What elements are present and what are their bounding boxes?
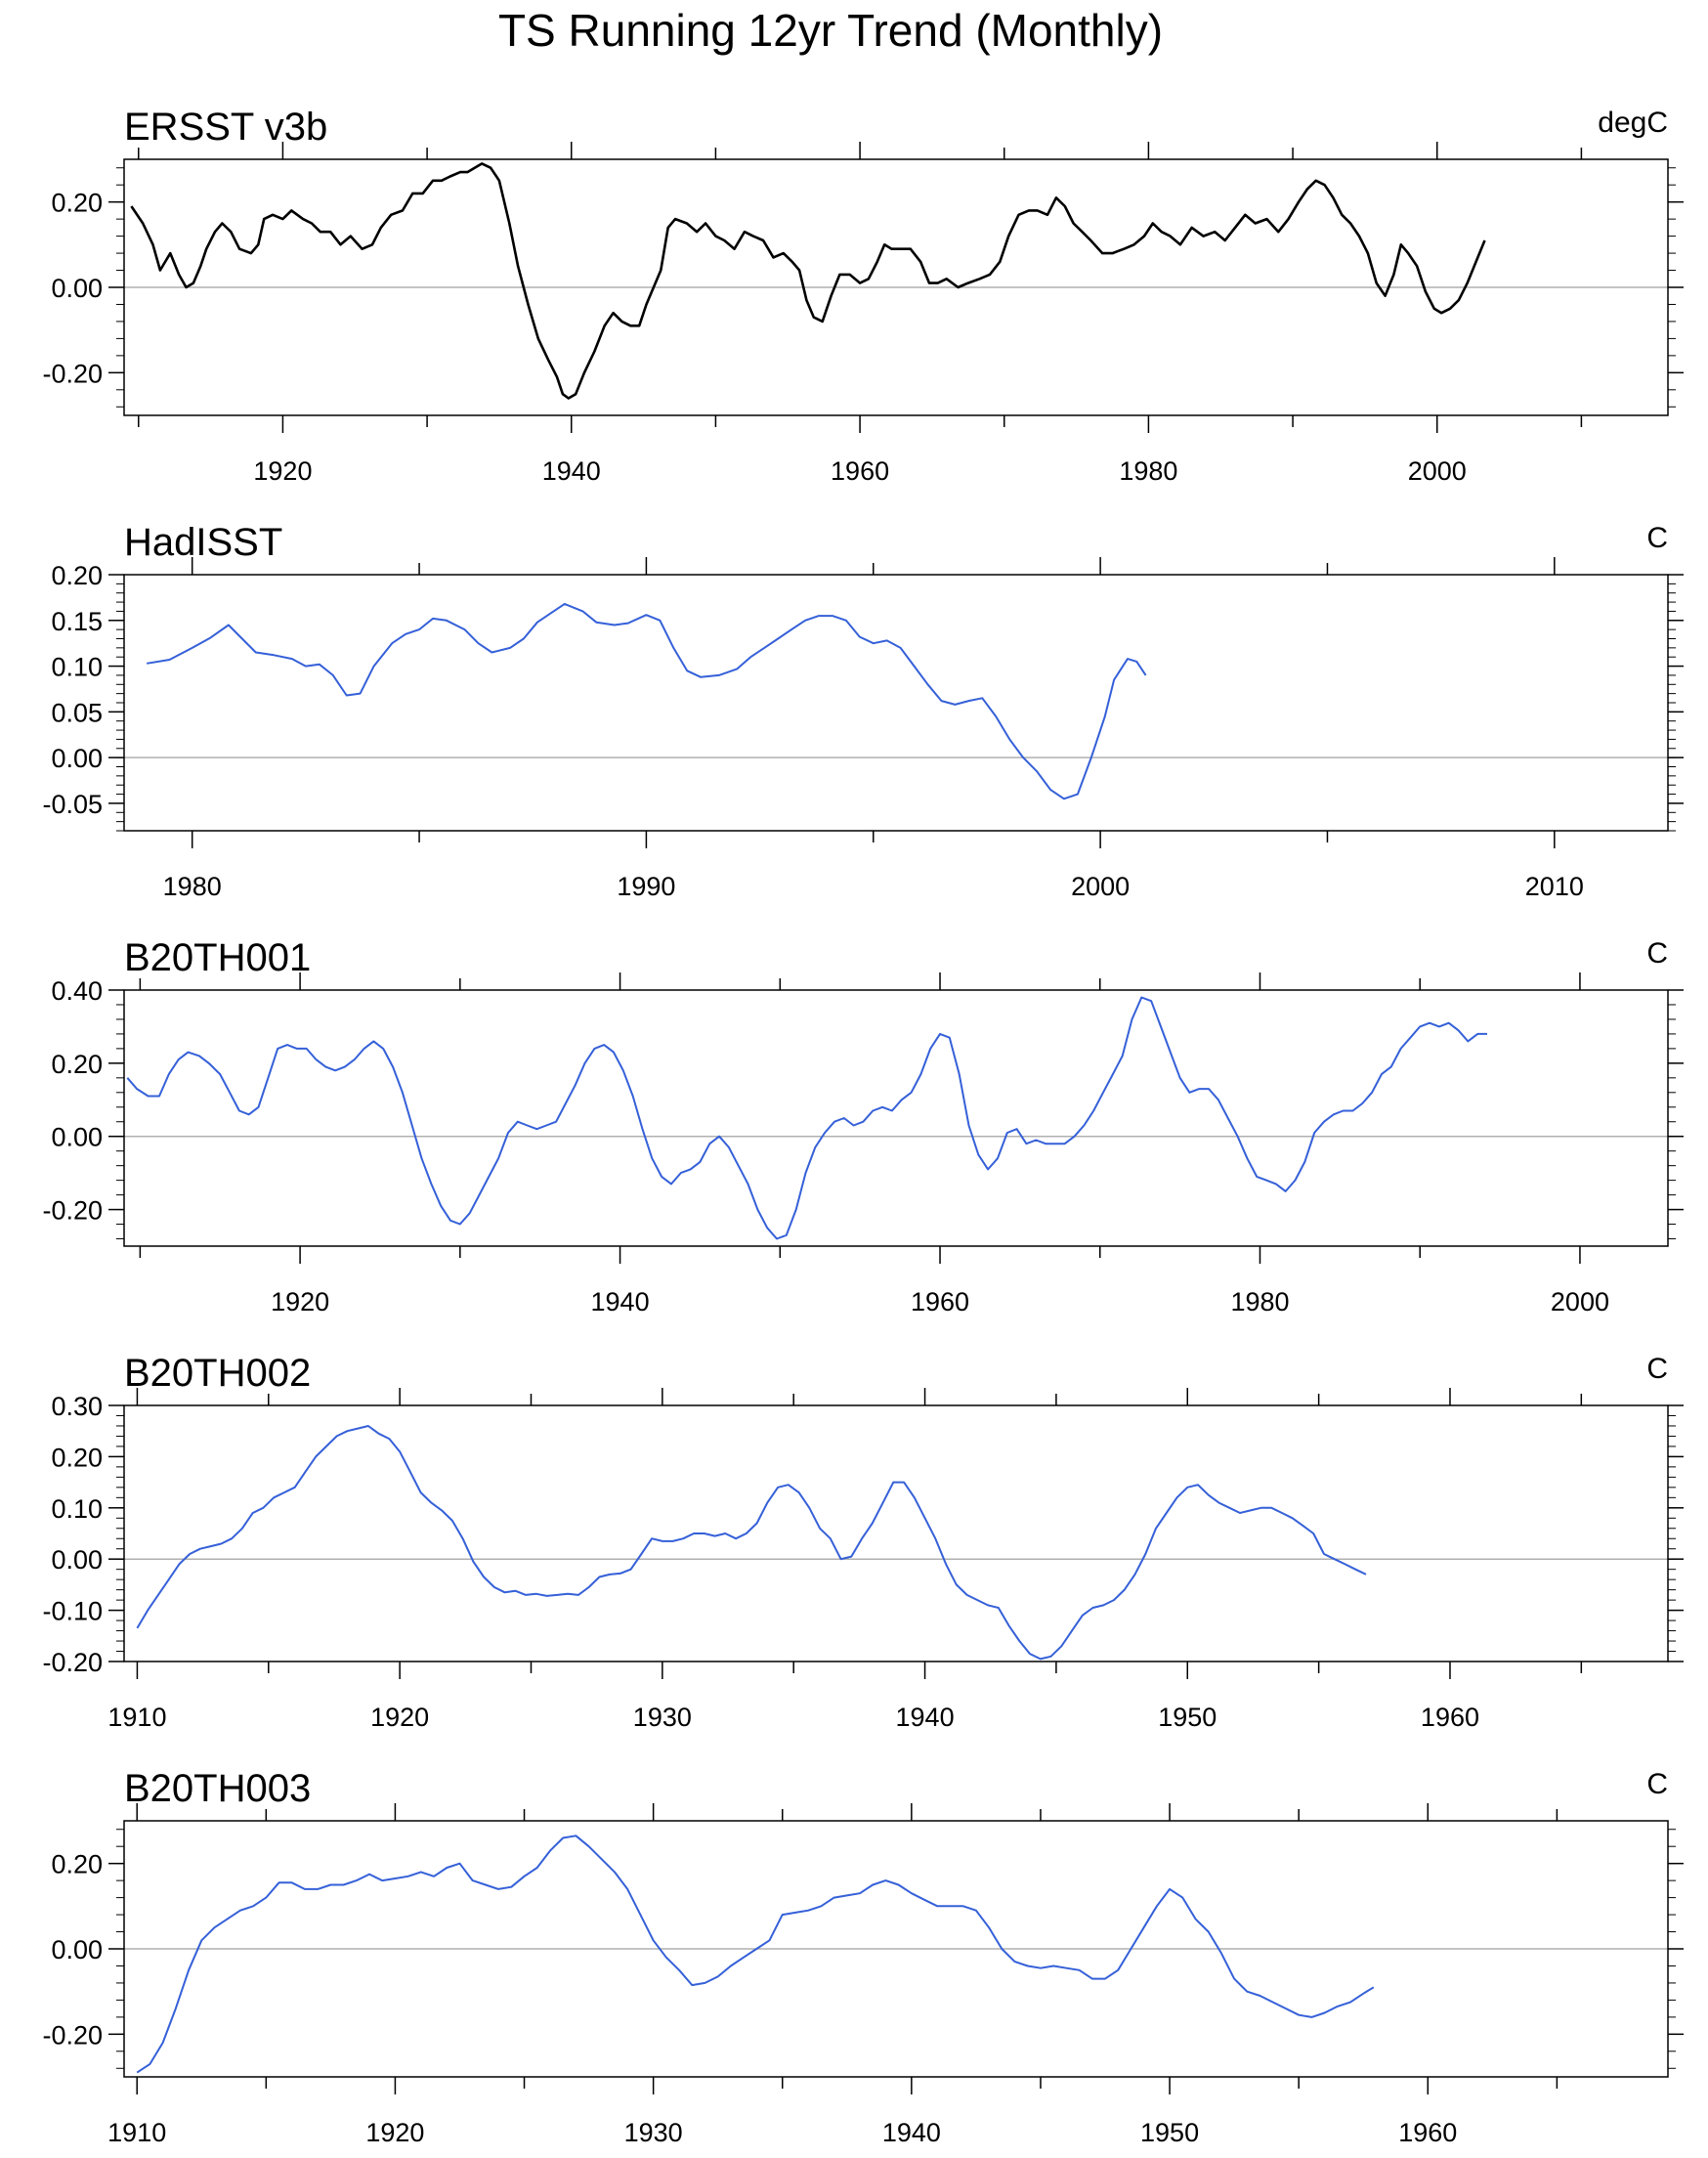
panel-title: B20TH002 (124, 1352, 311, 1395)
x-tick-label: 2000 (1071, 872, 1130, 901)
x-tick-label: 1920 (271, 1287, 329, 1316)
series-line (147, 602, 1147, 800)
x-tick-label: 1990 (617, 872, 675, 901)
y-tick-label: 0.00 (51, 274, 103, 303)
plot-frame (123, 1404, 1669, 1662)
x-tick-label: 1960 (911, 1287, 969, 1316)
plot-frame (123, 1820, 1669, 2078)
x-tick-label: 1920 (253, 456, 312, 486)
y-tick-label: 0.15 (51, 607, 103, 636)
units-label: C (1646, 937, 1668, 970)
y-tick-label: 0.10 (51, 653, 103, 682)
series-line (136, 1425, 1367, 1661)
series-line (126, 996, 1487, 1240)
panel-3: B20TH001 C -0.20 0.00 0.20 0.40 1920 1940 1960 19… (42, 936, 1684, 1316)
plot-frame (123, 989, 1669, 1247)
x-tick-label: 1920 (365, 2118, 424, 2147)
y-tick-label: 0.20 (51, 1050, 103, 1079)
x-tick-label: 1950 (1158, 1703, 1217, 1732)
y-tick-label: -0.05 (42, 790, 103, 819)
y-tick-label: 0.00 (51, 1935, 103, 1964)
y-tick-label: 0.20 (51, 1850, 103, 1879)
panel-2: HadISST C -0.05 0.00 0.05 0.10 0.15 0.20 1980 199… (42, 521, 1684, 901)
panel-title: ERSST v3b (124, 106, 327, 149)
panel-1: ERSST v3b degC -0.20 0.00 0.20 1920 1940 1960 19… (42, 106, 1684, 486)
series-line (130, 162, 1486, 400)
y-tick-label: 0.20 (51, 561, 103, 590)
y-tick-label: 0.40 (51, 976, 103, 1006)
x-tick-label: 1940 (542, 456, 601, 486)
y-tick-label: 0.30 (51, 1392, 103, 1421)
units-label: C (1646, 1768, 1668, 1800)
plot-frame (123, 158, 1669, 416)
x-tick-label: 1940 (591, 1287, 650, 1316)
panel-title: HadISST (124, 521, 282, 564)
y-tick-label: -0.20 (42, 1196, 103, 1226)
y-tick-label: -0.10 (42, 1597, 103, 1626)
y-tick-label: 0.05 (51, 698, 103, 727)
y-tick-label: 0.20 (51, 189, 103, 218)
panel-4: B20TH002 C -0.20 -0.10 0.00 0.10 0.20 0.30 1910 1… (42, 1352, 1684, 1732)
panel-5: B20TH003 C -0.20 0.00 0.20 1910 1920 1930 1940 19… (42, 1767, 1684, 2147)
panel-title: B20TH003 (124, 1767, 311, 1810)
x-tick-label: 1960 (1398, 2118, 1457, 2147)
x-tick-label: 1950 (1140, 2118, 1199, 2147)
y-tick-label: 0.10 (51, 1494, 103, 1524)
x-tick-label: 2010 (1525, 872, 1584, 901)
x-tick-label: 2000 (1408, 456, 1467, 486)
units-label: degC (1598, 107, 1668, 139)
x-tick-label: 1960 (1421, 1703, 1479, 1732)
x-tick-label: 1940 (882, 2118, 941, 2147)
x-tick-label: 2000 (1551, 1287, 1609, 1316)
y-tick-label: 0.00 (51, 1123, 103, 1152)
x-tick-label: 1910 (107, 1703, 166, 1732)
y-tick-label: 0.00 (51, 744, 103, 773)
x-tick-label: 1910 (107, 2118, 166, 2147)
x-tick-label: 1930 (624, 2118, 683, 2147)
x-tick-label: 1960 (831, 456, 889, 486)
units-label: C (1646, 1353, 1668, 1385)
x-tick-label: 1940 (896, 1703, 955, 1732)
series-line (136, 1834, 1375, 2074)
x-tick-label: 1930 (633, 1703, 692, 1732)
panel-title: B20TH001 (124, 936, 311, 979)
y-tick-label: -0.20 (42, 1648, 103, 1677)
y-tick-label: -0.20 (42, 359, 103, 388)
x-tick-label: 1980 (1230, 1287, 1289, 1316)
plot-frame (123, 574, 1669, 832)
y-tick-label: 0.20 (51, 1443, 103, 1472)
x-tick-label: 1920 (370, 1703, 429, 1732)
x-tick-label: 1980 (1119, 456, 1177, 486)
x-tick-label: 1980 (163, 872, 222, 901)
page-title: TS Running 12yr Trend (Monthly) (497, 5, 1164, 56)
units-label: C (1646, 522, 1668, 554)
y-tick-label: 0.00 (51, 1545, 103, 1575)
y-tick-label: -0.20 (42, 2020, 103, 2050)
